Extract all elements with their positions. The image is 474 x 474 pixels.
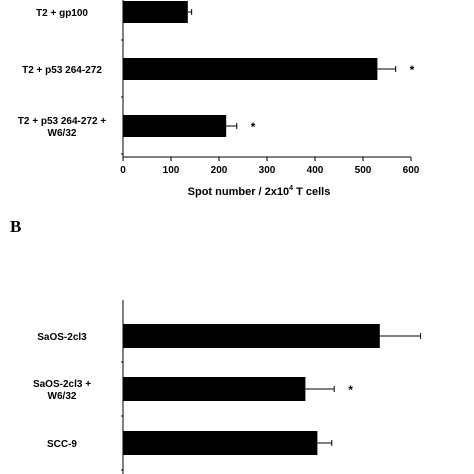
panel-a-significance-1: * (410, 63, 415, 77)
panel-a-bar-1 (123, 58, 378, 80)
panel-a-chart: T2 + gp100 * T2 + p53 264-272 * T2 + p53 264… (18, 0, 420, 198)
panel-b-bar-0 (123, 324, 380, 348)
panel-b-significance-1: * (348, 383, 353, 397)
panel-a-x-tick-label-5: 500 (355, 165, 372, 176)
panel-a-x-axis-label: Spot number / 2x104 T cells (188, 185, 331, 198)
panel-a-x-tick-label-3: 300 (259, 165, 276, 176)
panel-a-category-label-1-0: T2 + p53 264-272 (22, 65, 102, 76)
panel-a-category-label-2-0: T2 + p53 264-272 + (18, 116, 107, 127)
panel-a-significance-2: * (251, 120, 256, 134)
panel-a-category-label-0-0: T2 + gp100 (36, 8, 88, 19)
panel-b-category-label-1-0: SaOS-2cl3 + (33, 379, 91, 390)
panel-a-x-tick-label-2: 200 (211, 165, 228, 176)
panel-a-category-label-2-1: W6/32 (48, 128, 77, 139)
panel-b-category-label-0-0: SaOS-2cl3 (37, 332, 87, 343)
panel-a-x-axis-label-superscript: 4 (289, 185, 293, 192)
panel-b-category-label-1-1: W6/32 (48, 391, 77, 402)
panel-b-bar-2 (123, 431, 318, 455)
panel-a-x-tick-label-0: 0 (120, 165, 126, 176)
panel-a-x-tick-label-6: 600 (403, 165, 420, 176)
panel-b-bar-1 (123, 377, 306, 401)
panel-a-x-axis-label-main: Spot number / 2x10 (188, 186, 289, 198)
panel-a-x-axis-label-end: T cells (293, 186, 330, 198)
panel-a-x-tick-label-4: 400 (307, 165, 324, 176)
panel-a-bar-2 (123, 115, 227, 137)
panel-a-x-tick-label-1: 100 (163, 165, 180, 176)
panel-b-chart: SaOS-2cl3 * SaOS-2cl3 +W6/32 SCC-9 (33, 300, 422, 474)
panel-a-bar-0 (123, 1, 188, 23)
panel-b-category-label-2-0: SCC-9 (47, 439, 77, 450)
panel-b-label: B (10, 217, 21, 236)
